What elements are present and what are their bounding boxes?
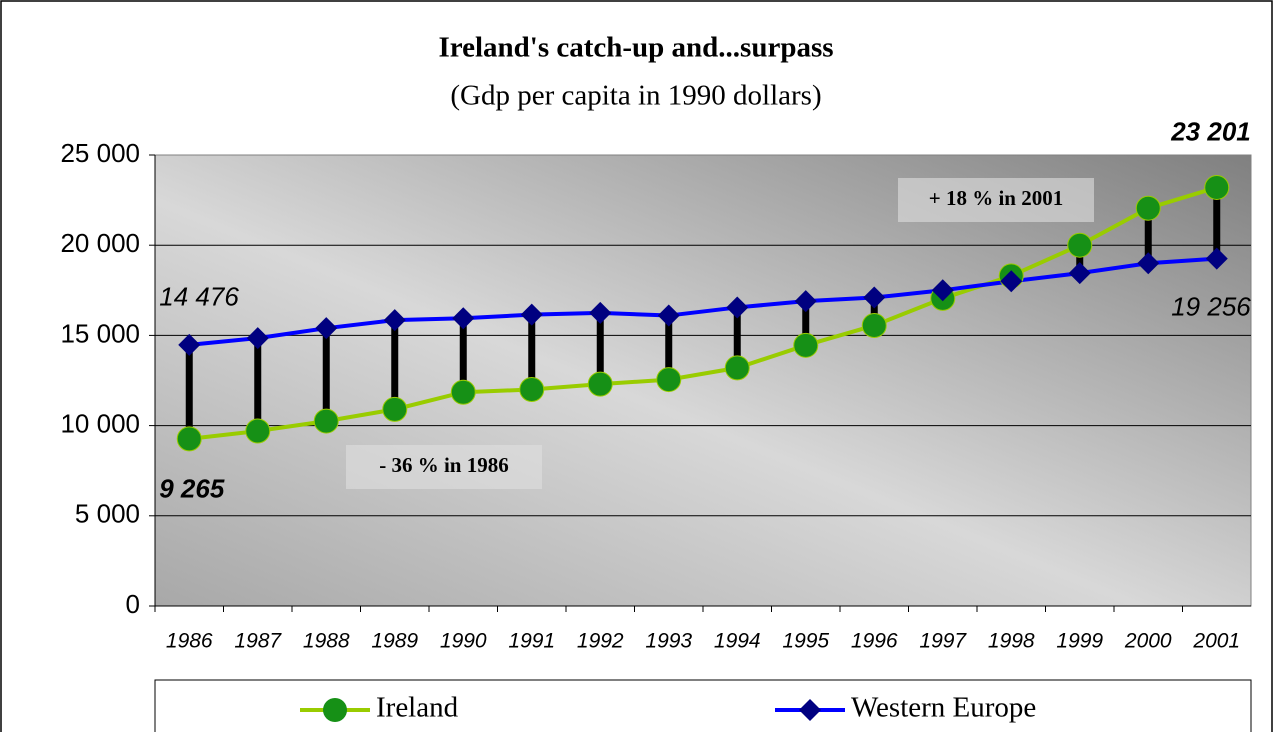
marker xyxy=(1067,232,1093,258)
marker xyxy=(724,355,750,381)
marker xyxy=(861,312,887,338)
marker xyxy=(1205,247,1228,270)
annotation: + 18 % in 2001 xyxy=(929,186,1063,210)
y-tick-label: 10 000 xyxy=(60,408,140,438)
marker xyxy=(587,371,613,397)
marker xyxy=(863,286,886,309)
legend-label: Ireland xyxy=(376,692,459,724)
marker xyxy=(176,426,202,452)
series-line xyxy=(189,185,1218,441)
x-tick-label: 1995 xyxy=(782,630,829,653)
x-tick-label: 1994 xyxy=(714,630,761,653)
data-label: 9 265 xyxy=(159,474,225,504)
x-tick-label: 1988 xyxy=(303,630,350,653)
x-tick-label: 1998 xyxy=(988,630,1035,653)
x-tick-label: 2000 xyxy=(1124,630,1172,653)
x-tick-label: 1991 xyxy=(508,630,555,653)
annotation-box xyxy=(898,178,1094,222)
y-tick-label: 25 000 xyxy=(60,138,140,168)
y-tick-label: 5 000 xyxy=(75,499,140,529)
x-tick-label: 1999 xyxy=(1056,630,1103,653)
marker xyxy=(793,332,819,358)
annotation: - 36 % in 1986 xyxy=(379,453,509,477)
data-label: 23 201 xyxy=(1170,116,1251,146)
marker xyxy=(382,396,408,422)
annotation-box xyxy=(346,445,542,489)
marker xyxy=(1204,174,1230,200)
x-tick-label: 1993 xyxy=(645,630,692,653)
legend-marker xyxy=(323,698,347,722)
legend xyxy=(154,679,1252,732)
marker xyxy=(245,418,271,444)
marker xyxy=(313,408,339,434)
x-tick-label: 1986 xyxy=(166,630,213,653)
marker xyxy=(1000,270,1023,293)
marker xyxy=(178,333,201,356)
marker xyxy=(520,303,543,326)
marker xyxy=(931,279,954,302)
x-tick-label: 1990 xyxy=(440,630,487,653)
chart-title: Ireland's catch-up and...surpass xyxy=(438,32,833,64)
marker xyxy=(1068,262,1091,285)
marker xyxy=(450,379,476,405)
x-tick-label: 1987 xyxy=(234,630,282,653)
x-tick-label: 2001 xyxy=(1192,630,1240,653)
data-label: 19 256 xyxy=(1171,291,1251,321)
y-tick-label: 15 000 xyxy=(60,318,140,348)
marker xyxy=(1137,252,1160,275)
data-label: 14 476 xyxy=(159,282,239,312)
y-tick-label: 0 xyxy=(126,589,140,619)
x-tick-label: 1992 xyxy=(577,630,624,653)
y-tick-label: 20 000 xyxy=(60,228,140,258)
marker xyxy=(452,307,475,330)
marker xyxy=(657,304,680,327)
marker xyxy=(1135,195,1161,221)
marker xyxy=(246,327,269,350)
x-tick-label: 1989 xyxy=(371,630,418,653)
x-tick-label: 1997 xyxy=(919,630,967,653)
marker xyxy=(315,317,338,340)
marker xyxy=(726,296,749,319)
marker xyxy=(589,301,612,324)
marker xyxy=(383,309,406,332)
chart-subtitle: (Gdp per capita in 1990 dollars) xyxy=(450,80,821,112)
marker xyxy=(519,377,545,403)
legend-label: Western Europe xyxy=(851,692,1036,724)
x-tick-label: 1996 xyxy=(851,630,898,653)
legend-marker xyxy=(799,699,821,721)
marker xyxy=(794,290,817,313)
marker xyxy=(656,367,682,393)
plot-area xyxy=(154,154,1252,607)
series-line xyxy=(189,256,1217,347)
